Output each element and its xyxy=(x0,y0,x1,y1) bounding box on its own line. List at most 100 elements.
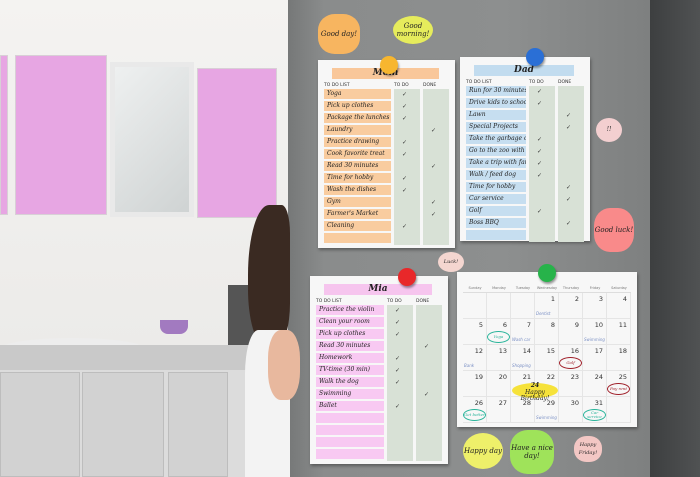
calendar-day[interactable]: 30 xyxy=(559,397,583,423)
birthday-sticker: 24 Happy Birthday! xyxy=(512,382,558,402)
calendar-day[interactable]: 10 Swimming xyxy=(583,319,607,345)
calendar-day[interactable]: 19 xyxy=(463,371,487,397)
calendar-day[interactable]: 29 Swimming xyxy=(535,397,559,423)
list-item: Wash the dishes xyxy=(324,185,391,195)
list-item: Run for 30 minutes xyxy=(466,86,526,96)
day-number: 2 xyxy=(574,295,579,303)
sticker-text: Have a nice day! xyxy=(511,444,553,460)
check-mark: ✓ xyxy=(537,136,543,143)
check-mark: ✓ xyxy=(431,211,437,218)
calendar-weekdays: Sunday Monday Tuesday Wednesday Thursday Frid… xyxy=(463,286,631,292)
day-number: 24 xyxy=(594,373,603,381)
calendar-day[interactable]: 9 xyxy=(559,319,583,345)
calendar-day[interactable]: 24 xyxy=(583,371,607,397)
circled-note: Pay rent xyxy=(607,383,630,395)
check-mark: ✓ xyxy=(537,148,543,155)
calendar-day[interactable] xyxy=(607,397,631,423)
calendar-day[interactable] xyxy=(511,293,535,319)
list-header: TO DO LIST TO DO DONE xyxy=(324,83,449,89)
check-mark: ✓ xyxy=(395,307,401,314)
sticker-text: Good morning! xyxy=(396,22,430,38)
calendar-day[interactable]: 13 xyxy=(487,345,511,371)
day-note: Wash car xyxy=(512,337,531,342)
day-note: Swimming xyxy=(584,337,605,342)
list-item: Cook favorite treat xyxy=(324,149,391,159)
person-hair xyxy=(248,205,290,345)
calendar-day[interactable]: 27 xyxy=(487,397,511,423)
header-done: DONE xyxy=(423,83,437,88)
calendar-day[interactable]: 26 Get better xyxy=(463,397,487,423)
list-item: Walk / feed dog xyxy=(466,170,526,180)
list-item: Read 30 minutes xyxy=(324,161,391,171)
check-mark: ✓ xyxy=(395,331,401,338)
calendar-day[interactable]: 20 xyxy=(487,371,511,397)
header-list: TO DO LIST xyxy=(316,299,342,304)
cabinet-door xyxy=(0,372,80,477)
check-mark: ✓ xyxy=(566,196,572,203)
list-item: Package the lunches xyxy=(324,113,391,123)
list-item: Laundry xyxy=(324,125,391,135)
list-item: Yoga xyxy=(324,89,391,99)
list-item xyxy=(316,413,384,423)
magnet-yellow[interactable] xyxy=(380,56,398,74)
check-mark: ✓ xyxy=(424,343,430,350)
magnet-green[interactable] xyxy=(538,264,556,282)
list-item: Take the garbage out xyxy=(466,134,526,144)
check-mark: ✓ xyxy=(537,88,543,95)
calendar-day[interactable]: 8 xyxy=(535,319,559,345)
check-mark: ✓ xyxy=(566,124,572,131)
sticker-flower: Good luck! xyxy=(594,208,634,252)
calendar-day[interactable]: 4 xyxy=(607,293,631,319)
calendar-day[interactable]: 16 Golf xyxy=(559,345,583,371)
check-mark: ✓ xyxy=(395,355,401,362)
day-number: 20 xyxy=(498,373,507,381)
todo-list-mia: Mia TO DO LIST TO DO DONE Practice the vio… xyxy=(310,276,448,464)
list-item: Go to the zoo with kids xyxy=(466,146,526,156)
check-mark: ✓ xyxy=(402,187,408,194)
calendar-day[interactable]: 15 xyxy=(535,345,559,371)
calendar-day[interactable]: 14 Shopping xyxy=(511,345,535,371)
countertop xyxy=(0,345,290,370)
calendar-day[interactable]: 11 xyxy=(607,319,631,345)
calendar-day[interactable]: 25 Pay rent xyxy=(607,371,631,397)
day-number: 11 xyxy=(618,321,627,329)
list-item: Walk the dog xyxy=(316,377,384,387)
check-mark: ✓ xyxy=(395,319,401,326)
calendar-day[interactable] xyxy=(463,293,487,319)
day-number: 27 xyxy=(498,399,507,407)
calendar-day[interactable]: 7 Wash car xyxy=(511,319,535,345)
calendar-day[interactable] xyxy=(487,293,511,319)
check-mark: ✓ xyxy=(537,160,543,167)
cabinet-door xyxy=(82,372,164,477)
calendar-day[interactable]: 12 Bank xyxy=(463,345,487,371)
list-item: Take a trip with family xyxy=(466,158,526,168)
weekday-label: Saturday xyxy=(611,286,627,290)
calendar-day[interactable]: 23 xyxy=(559,371,583,397)
sticker-speech: !! xyxy=(596,118,622,142)
magnet-red[interactable] xyxy=(398,268,416,286)
done-column: ✓ ✓ ✓ ✓ ✓ xyxy=(558,86,584,242)
check-mark: ✓ xyxy=(402,151,408,158)
sticker-text: Good day! xyxy=(320,30,358,38)
calendar-day[interactable]: 31 Car service xyxy=(583,397,607,423)
calendar-day[interactable]: 6 Yoga xyxy=(487,319,511,345)
calendar-day[interactable]: 17 xyxy=(583,345,607,371)
day-number: 1 xyxy=(550,295,555,303)
cabinet-door xyxy=(15,55,107,215)
circled-note: Yoga xyxy=(487,331,510,343)
list-item: Practice the violin xyxy=(316,305,384,315)
sticker-text: Good luck! xyxy=(594,226,634,234)
calendar-day[interactable]: 28 xyxy=(511,397,535,423)
calendar-day[interactable]: 2 xyxy=(559,293,583,319)
day-note: Bank xyxy=(464,363,475,368)
day-number: 5 xyxy=(478,321,483,329)
list-item: Special Projects xyxy=(466,122,526,132)
calendar-day[interactable]: 5 xyxy=(463,319,487,345)
calendar-day[interactable]: 3 xyxy=(583,293,607,319)
list-item xyxy=(466,230,526,240)
magnet-blue[interactable] xyxy=(526,48,544,66)
weekday-label: Thursday xyxy=(562,286,580,290)
calendar-day[interactable]: 1 Dentist xyxy=(535,293,559,319)
calendar-day[interactable]: 18 xyxy=(607,345,631,371)
